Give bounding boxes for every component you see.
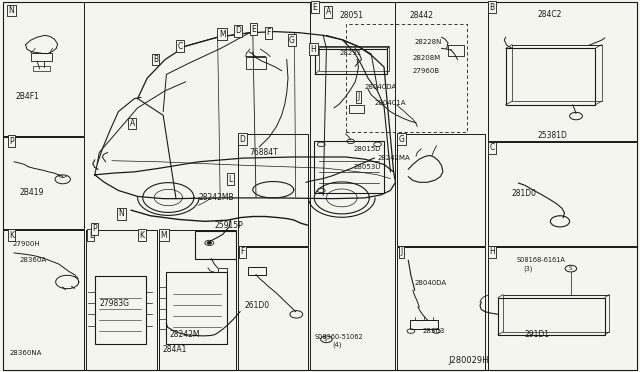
Text: 28040DA: 28040DA: [365, 84, 397, 90]
Text: 28040DA: 28040DA: [415, 280, 447, 286]
Text: D: D: [235, 26, 241, 35]
Text: 2B419: 2B419: [19, 188, 44, 197]
Bar: [503, 295, 609, 332]
Bar: [33, 66, 50, 71]
Text: C: C: [490, 143, 495, 152]
Text: N: N: [119, 209, 124, 218]
Text: 284A1: 284A1: [163, 345, 187, 354]
Text: 28360A: 28360A: [19, 257, 46, 263]
Text: 28015D: 28015D: [354, 146, 381, 152]
Text: 2B4F1: 2B4F1: [16, 92, 40, 101]
Text: M: M: [161, 231, 167, 240]
Bar: [166, 272, 227, 344]
Text: 28228N: 28228N: [415, 39, 442, 45]
Bar: [448, 45, 464, 56]
Bar: [3, 137, 84, 229]
Bar: [195, 231, 236, 259]
FancyArrowPatch shape: [451, 49, 452, 50]
Text: B: B: [490, 3, 495, 12]
Text: 28242M: 28242M: [170, 330, 200, 339]
Text: (3): (3): [524, 265, 533, 272]
Bar: [314, 141, 384, 193]
Text: S: S: [568, 266, 572, 271]
Bar: [86, 230, 157, 370]
Bar: [3, 230, 84, 370]
Text: J280029H: J280029H: [448, 356, 488, 365]
Bar: [488, 247, 637, 370]
Text: D: D: [239, 135, 246, 144]
Text: 28363: 28363: [422, 328, 445, 334]
Text: C: C: [178, 42, 183, 51]
Bar: [488, 142, 637, 246]
Bar: [397, 247, 485, 370]
Text: K: K: [140, 231, 145, 240]
Text: 27900H: 27900H: [13, 241, 40, 247]
Text: 28053U: 28053U: [354, 164, 381, 170]
Text: (4): (4): [333, 342, 342, 349]
Text: P: P: [9, 137, 14, 146]
Bar: [95, 276, 146, 344]
Text: N: N: [9, 6, 14, 15]
Bar: [159, 230, 236, 370]
Text: F: F: [241, 247, 244, 256]
Bar: [238, 247, 308, 370]
Text: K: K: [9, 231, 14, 240]
Text: 25915P: 25915P: [214, 221, 243, 230]
Text: 28208M: 28208M: [413, 55, 441, 61]
Text: 27960B: 27960B: [413, 68, 440, 74]
Bar: [498, 298, 605, 335]
Text: G: G: [289, 36, 295, 45]
Bar: [31, 53, 52, 61]
Text: L: L: [228, 175, 232, 184]
Text: H: H: [311, 45, 316, 54]
Text: E: E: [251, 25, 256, 33]
Text: J: J: [357, 92, 360, 101]
Text: 28242MA: 28242MA: [378, 155, 410, 161]
Text: H: H: [490, 247, 495, 256]
Text: 28051: 28051: [339, 11, 364, 20]
Text: 28442: 28442: [410, 11, 434, 20]
Text: 28231: 28231: [339, 50, 362, 56]
Text: 291D1: 291D1: [525, 330, 550, 339]
Text: 25381D: 25381D: [538, 131, 568, 140]
Bar: [319, 46, 389, 71]
Text: 280401A: 280401A: [374, 100, 406, 106]
Bar: [315, 49, 387, 74]
Text: L: L: [89, 231, 93, 240]
Bar: [246, 57, 266, 69]
Text: 28242MB: 28242MB: [198, 193, 234, 202]
Text: 281D0: 281D0: [512, 189, 537, 198]
Bar: [3, 2, 84, 136]
Bar: [248, 267, 266, 275]
Text: S: S: [324, 337, 328, 342]
Bar: [349, 105, 364, 113]
Bar: [506, 48, 595, 105]
Text: A: A: [130, 119, 135, 128]
Text: 28360NA: 28360NA: [10, 350, 42, 356]
Text: 284C2: 284C2: [538, 10, 562, 19]
Bar: [397, 134, 485, 246]
Bar: [310, 2, 395, 370]
Text: 27983G: 27983G: [99, 299, 129, 308]
Text: G: G: [398, 135, 404, 144]
Bar: [238, 134, 308, 246]
Text: 76884T: 76884T: [250, 148, 278, 157]
Text: P: P: [92, 224, 97, 233]
Text: E: E: [312, 3, 317, 12]
Text: 261D0: 261D0: [244, 301, 269, 310]
Text: S08168-6161A: S08168-6161A: [517, 257, 566, 263]
Circle shape: [207, 242, 211, 244]
Text: F: F: [267, 28, 271, 37]
Text: J: J: [400, 247, 403, 256]
Bar: [488, 2, 637, 141]
Text: B: B: [153, 55, 158, 64]
Text: S08360-51062: S08360-51062: [315, 334, 364, 340]
Bar: [512, 45, 602, 101]
Bar: [410, 320, 438, 329]
Text: A: A: [326, 7, 331, 16]
Text: M: M: [219, 30, 225, 39]
